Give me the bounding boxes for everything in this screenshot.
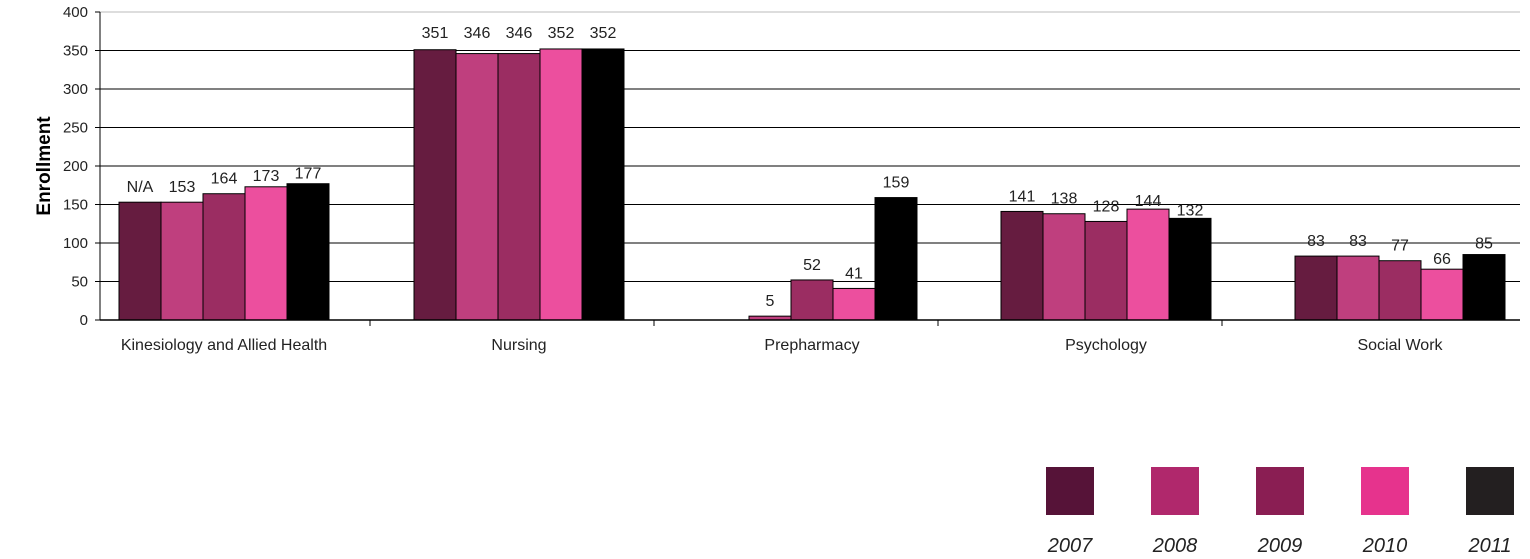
data-label-2011-2: 159	[883, 175, 910, 192]
legend-label-2007: 2007	[1047, 535, 1093, 557]
bar-2010-0	[244, 186, 288, 321]
data-label-2009-2: 52	[803, 257, 821, 274]
data-label-2008-0: 153	[169, 179, 196, 196]
bar-2010-1	[539, 48, 583, 321]
data-label-2007-4: 83	[1307, 233, 1325, 250]
data-label-2008-1: 346	[464, 25, 491, 42]
data-label-2009-4: 77	[1391, 238, 1409, 255]
data-label-2010-3: 144	[1135, 193, 1162, 210]
legend-swatch-2009	[1256, 467, 1304, 515]
data-label-2011-0: 177	[295, 166, 322, 183]
category-label-2: Prepharmacy	[764, 337, 859, 354]
data-label-2007-3: 141	[1009, 188, 1036, 205]
category-label-3: Psychology	[1065, 337, 1147, 354]
bar-2009-0	[202, 193, 246, 321]
bar-2010-3	[1126, 208, 1170, 321]
legend-swatch-2010	[1361, 467, 1409, 515]
category-label-1: Nursing	[491, 337, 546, 354]
legend: 2007 2008 2009 2010 2011	[1046, 467, 1514, 557]
data-labels: N/A 153 164 173 177 351 346 346 352 352 5 52 41 159 14…	[127, 25, 1493, 310]
bar-2007-3	[1000, 210, 1044, 321]
bar-2008-4	[1336, 255, 1380, 321]
bar-2009-4	[1378, 260, 1422, 321]
data-label-2007-1: 351	[422, 25, 449, 42]
data-label-2010-4: 66	[1433, 251, 1451, 268]
data-label-2010-1: 352	[548, 25, 575, 42]
gridlines	[100, 11, 1520, 282]
data-label-2010-2: 41	[845, 265, 863, 282]
bar-2007-4	[1294, 255, 1338, 321]
y-tick-label-350: 350	[63, 43, 88, 60]
bar-2008-3	[1042, 213, 1086, 321]
bar-2010-4	[1420, 268, 1464, 321]
y-tick-label-50: 50	[71, 274, 88, 291]
category-label-4: Social Work	[1357, 337, 1443, 354]
bar-2007-0	[118, 201, 162, 321]
data-label-2010-0: 173	[253, 168, 280, 185]
y-tick-label-150: 150	[63, 197, 88, 214]
data-label-2008-4: 83	[1349, 233, 1367, 250]
y-axis-label: Enrollment	[34, 116, 55, 216]
bar-2011-3	[1168, 217, 1212, 321]
bar-2011-2	[874, 197, 918, 321]
data-label-2011-4: 85	[1475, 236, 1493, 253]
bar-2009-2	[790, 279, 834, 321]
y-tick-label-0: 0	[80, 312, 88, 329]
bar-2008-0	[160, 201, 204, 321]
y-tick-label-400: 400	[63, 4, 88, 21]
bar-2009-1	[497, 53, 541, 321]
bar-2008-1	[455, 53, 499, 321]
category-label-0: Kinesiology and Allied Health	[121, 337, 327, 354]
y-tick-label-250: 250	[63, 120, 88, 137]
bar-2010-2	[832, 287, 876, 321]
data-label-2009-0: 164	[211, 171, 238, 188]
data-label-2008-3: 138	[1051, 191, 1078, 208]
legend-swatch-2008	[1151, 467, 1199, 515]
data-label-2007-0: N/A	[127, 179, 154, 196]
bar-2011-4	[1462, 254, 1506, 321]
bar-2009-3	[1084, 220, 1128, 321]
data-label-2009-1: 346	[506, 25, 533, 42]
axes: 0 50 100 150 200 250 300 350 400 Kinesiology and …	[63, 4, 1520, 354]
data-label-2009-3: 128	[1093, 198, 1120, 215]
y-tick-label-200: 200	[63, 158, 88, 175]
bar-2011-0	[286, 183, 330, 321]
legend-label-2011: 2011	[1467, 535, 1511, 557]
data-label-2008-2: 5	[766, 293, 775, 310]
bar-2011-1	[581, 48, 625, 321]
data-label-2011-1: 352	[590, 25, 617, 42]
legend-label-2009: 2009	[1257, 535, 1303, 557]
legend-label-2008: 2008	[1152, 535, 1198, 557]
legend-swatch-2011	[1466, 467, 1514, 515]
bar-2007-1	[413, 49, 457, 321]
bars	[118, 48, 1506, 321]
legend-swatch-2007	[1046, 467, 1094, 515]
y-tick-label-300: 300	[63, 81, 88, 98]
legend-label-2010: 2010	[1362, 535, 1408, 557]
data-label-2011-3: 132	[1177, 202, 1204, 219]
y-tick-label-100: 100	[63, 235, 88, 252]
